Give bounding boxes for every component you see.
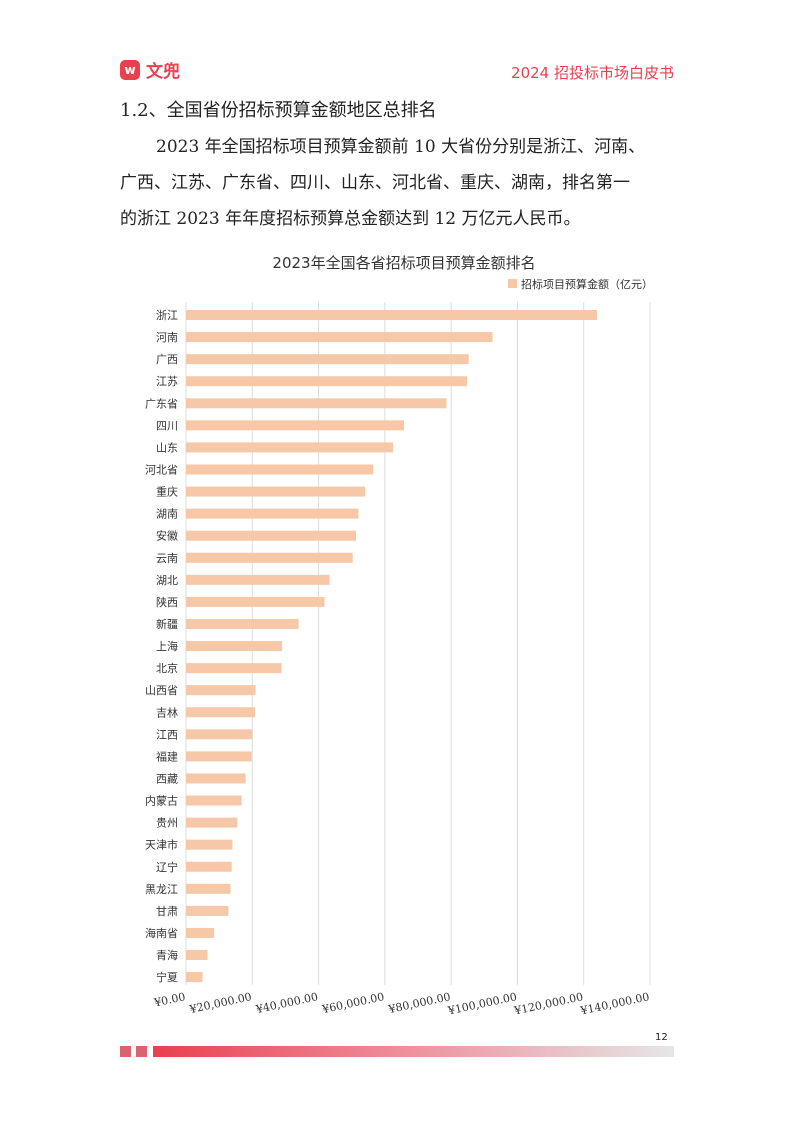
y-category-label: 辽宁 [156,860,178,874]
chart-legend: 招标项目预算金额（亿元） [508,277,653,291]
bar [186,574,330,585]
bar [186,486,365,497]
x-tick-label: ¥80,000.00 [386,990,451,1016]
bar [186,795,242,806]
y-category-label: 河南 [156,331,178,344]
y-category-label: 浙江 [156,309,178,322]
legend-label: 招标项目预算金额（亿元） [521,277,653,291]
document-title: 2024 招投标市场白皮书 [511,64,674,82]
y-category-label: 福建 [156,749,178,763]
logo-text: 文兜 [146,62,180,82]
y-category-label: 山西省 [145,684,178,697]
paragraph-line-3: 的浙江 2023 年年度招标预算总金额达到 12 万亿元人民币。 [120,209,581,229]
bar [186,618,299,629]
y-category-label: 甘肃 [156,905,178,918]
bar [186,729,253,740]
bar [186,817,238,828]
y-category-label: 四川 [156,419,178,432]
y-category-label: 贵州 [156,817,178,830]
bar [186,641,283,652]
x-tick-label: ¥20,000.00 [188,990,253,1016]
paragraph-line-1: 2023 年全国招标项目预算金额前 10 大省份分别是浙江、河南、 [156,137,646,157]
bar [186,354,469,365]
bar [186,464,374,475]
y-category-label: 江西 [156,728,178,741]
y-category-label: 陕西 [156,595,178,609]
y-category-label: 西藏 [156,772,178,785]
x-tick-label: ¥120,000.00 [512,990,584,1017]
bar [186,332,493,343]
x-tick-label: ¥140,000.00 [578,990,650,1017]
bar [186,950,208,961]
x-tick-label: ¥0.00 [152,990,186,1009]
y-category-label: 上海 [156,639,178,653]
y-category-label: 广西 [156,353,178,366]
y-category-label: 重庆 [156,485,178,499]
y-category-label: 天津市 [145,838,178,852]
footer-gradient-bar [153,1046,674,1057]
bar [186,773,246,784]
footer-square [120,1046,131,1057]
bar [186,839,233,850]
bar [186,663,282,674]
footer-square [136,1046,147,1057]
chart-title: 2023年全国各省招标项目预算金额排名 [272,254,535,272]
section-heading: 1.2、全国省份招标预算金额地区总排名 [120,100,437,121]
bar [186,420,405,431]
x-tick-label: ¥100,000.00 [446,990,518,1017]
bar [186,310,597,320]
y-category-label: 山东 [156,441,178,454]
bar [186,376,468,387]
page-number: 12 [655,1032,668,1043]
y-category-label: 云南 [156,552,178,565]
bar [186,861,232,872]
bar [186,707,255,718]
brand-logo: w 文兜 [120,57,180,82]
y-category-label: 湖北 [156,574,178,587]
y-category-label: 黑龙江 [145,883,178,896]
paragraph-line-2: 广西、江苏、广东省、四川、山东、河北省、重庆、湖南，排名第一 [120,173,630,193]
bar [186,442,394,453]
bar [186,530,357,541]
y-category-label: 广东省 [145,397,178,410]
y-category-label: 安徽 [156,529,178,543]
y-category-label: 北京 [156,661,178,675]
y-category-label: 河北省 [145,463,178,476]
bar [186,685,256,696]
x-tick-label: ¥60,000.00 [320,990,385,1016]
y-category-label: 吉林 [156,705,178,719]
bar [186,751,252,762]
y-category-label: 新疆 [156,617,178,631]
bar [186,552,353,563]
bar [186,972,203,983]
bar [186,927,215,938]
y-category-label: 内蒙古 [145,794,178,808]
y-category-label: 青海 [156,948,178,962]
bar [186,398,447,409]
x-tick-label: ¥40,000.00 [254,990,319,1016]
bar [186,905,229,916]
y-category-label: 湖南 [156,508,178,521]
logo-icon: w [120,59,140,80]
bar [186,883,231,894]
y-category-label: 海南省 [145,926,178,940]
legend-swatch [508,279,517,288]
bar [186,508,359,519]
budget-ranking-chart: 2023年全国各省招标项目预算金额排名 招标项目预算金额（亿元） 浙江河南广西江… [145,254,653,1018]
bar [186,596,325,607]
y-category-label: 江苏 [156,375,178,388]
y-category-label: 宁夏 [156,970,178,984]
